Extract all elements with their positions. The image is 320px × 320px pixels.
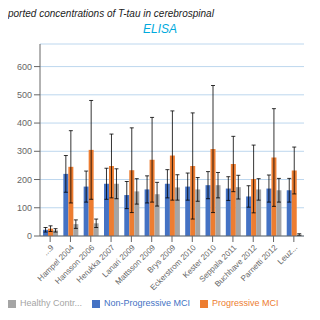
svg-text:600: 600 [17,62,32,72]
svg-text:Lanari 2009: Lanari 2009 [100,243,137,280]
html-text:Progressive MCI: Progressive MCI [212,298,279,308]
svg-text:200: 200 [17,175,32,185]
html-text:Non-Progressive MCI: Non-Progressive MCI [104,298,191,308]
svg-text:Mattsson 2009: Mattsson 2009 [113,243,158,287]
svg-text:Leuz...: Leuz... [276,243,299,266]
svg-text:Parnetti 2012: Parnetti 2012 [239,243,279,283]
svg-text:500: 500 [17,90,32,100]
svg-text:100: 100 [17,203,32,213]
svg-text:0: 0 [27,231,32,241]
html-text:Healthy Contr...: Healthy Contr... [20,298,82,308]
svg-text:Seppala 2011: Seppala 2011 [197,243,239,284]
svg-text:Buchhave 2012: Buchhave 2012 [213,243,259,289]
svg-text:Kester 2010: Kester 2010 [181,243,218,280]
svg-text:Hansson 2006: Hansson 2006 [53,243,97,286]
html-text:ELISA: ELISA [143,22,177,36]
svg-text:Eckerstrom 2010: Eckerstrom 2010 [148,243,198,293]
svg-text:...9: ...9 [41,243,56,258]
svg-text:Herukka 2007: Herukka 2007 [74,243,117,285]
html-text:ported concentrations of T-tau: ported concentrations of T-tau in cerebr… [8,8,214,19]
svg-text:400: 400 [17,118,32,128]
svg-text:300: 300 [17,146,32,156]
svg-text:Hampel 2004: Hampel 2004 [35,243,76,284]
svg-text:Brys 2009: Brys 2009 [145,243,178,275]
